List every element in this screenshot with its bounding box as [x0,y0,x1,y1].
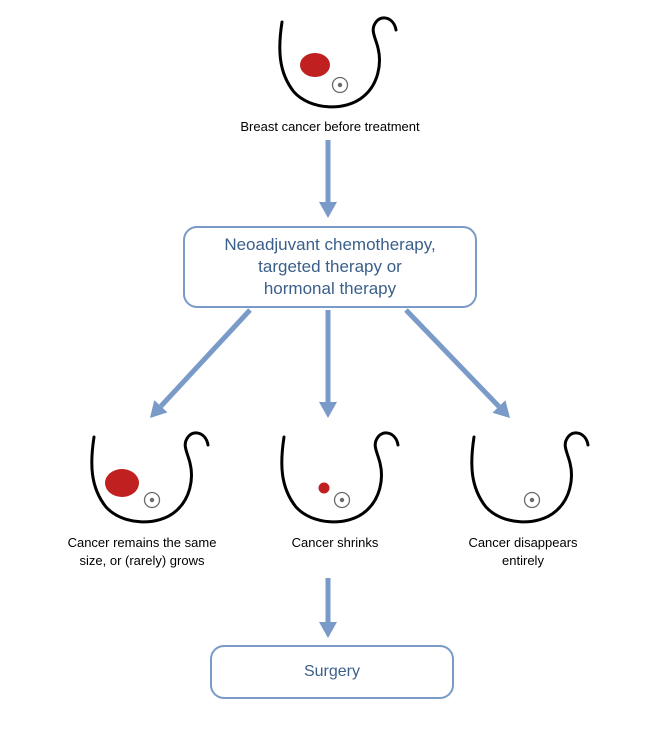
caption-outcome-same: Cancer remains the same size, or (rarely… [52,534,232,569]
caption-outcome-shrinks: Cancer shrinks [280,534,390,552]
caption-disappears-line2: entirely [502,553,544,568]
surgery-box: Surgery [210,645,454,699]
arrow-therapy-to-same [136,296,264,432]
arrow-outcomes-to-surgery [314,564,342,652]
caption-disappears-line1: Cancer disappears [468,535,577,550]
breast-outcome-same [72,425,212,530]
arrow-therapy-to-shrinks [314,296,342,432]
caption-outcome-disappears: Cancer disappears entirely [458,534,588,569]
caption-same-line2: size, or (rarely) grows [80,553,205,568]
surgery-label: Surgery [212,662,452,683]
breast-outcome-shrinks [262,425,402,530]
caption-same-line1: Cancer remains the same [68,535,217,550]
therapy-line1: Neoadjuvant chemotherapy, [185,234,475,256]
therapy-line2: targeted therapy or [185,256,475,278]
arrow-before-to-therapy [314,126,342,232]
breast-before-treatment [260,10,400,115]
arrow-therapy-to-disappears [392,296,524,432]
breast-outcome-disappears [452,425,592,530]
